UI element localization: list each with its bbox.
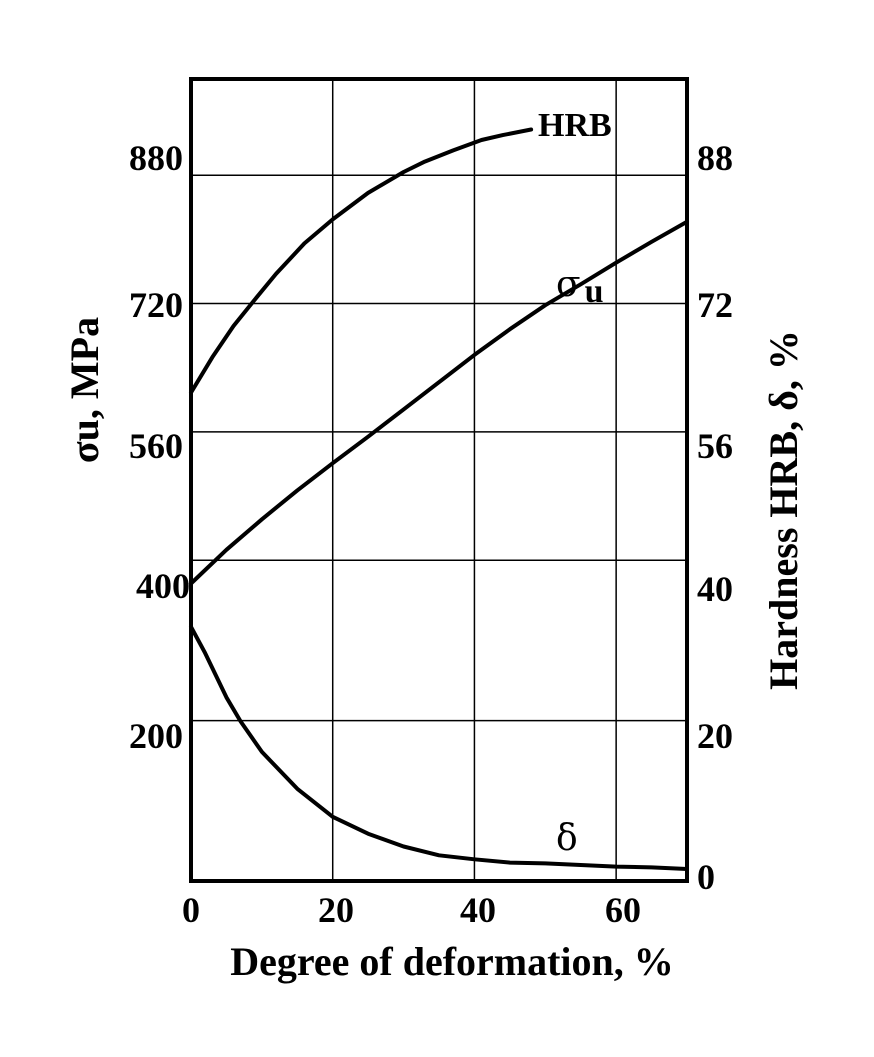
series-line-hrb (189, 127, 534, 395)
x-tick-label: 0 (182, 890, 200, 930)
series-label-sigma-u: σ u (556, 264, 604, 310)
series-line-delta (189, 624, 689, 871)
y-right-tick-label: 40 (697, 569, 733, 609)
y-left-tick-label: 720 (129, 285, 183, 325)
y-left-tick-label: 560 (129, 426, 183, 466)
y-right-tick-label: 20 (697, 716, 733, 756)
y-left-tick-label: 400 (136, 566, 190, 606)
y-right-axis-title: Hardness HRB, δ, % (761, 330, 806, 690)
series-label-delta: δ (556, 818, 578, 859)
x-tick-label: 20 (318, 890, 354, 930)
grid (191, 79, 687, 881)
series-line-sigma-u (189, 219, 689, 586)
y-right-tick-label: 0 (697, 857, 715, 897)
y-right-tick-label: 72 (697, 285, 733, 325)
x-axis-title: Degree of deformation, % (230, 939, 674, 984)
plot-frame (189, 77, 689, 883)
x-tick-label: 40 (460, 890, 496, 930)
y-right-tick-label: 88 (697, 138, 733, 178)
curves (189, 127, 689, 871)
x-tick-label: 60 (605, 890, 641, 930)
series-label-sigma-sub: u (585, 273, 604, 310)
y-left-tick-label: 200 (129, 716, 183, 756)
y-left-tick-label: 880 (129, 138, 183, 178)
series-label-hrb: HRB (538, 107, 612, 144)
y-right-tick-label: 56 (697, 426, 733, 466)
series-label-sigma: σ (556, 264, 581, 305)
y-left-axis-title: σu, MPa (62, 317, 107, 463)
